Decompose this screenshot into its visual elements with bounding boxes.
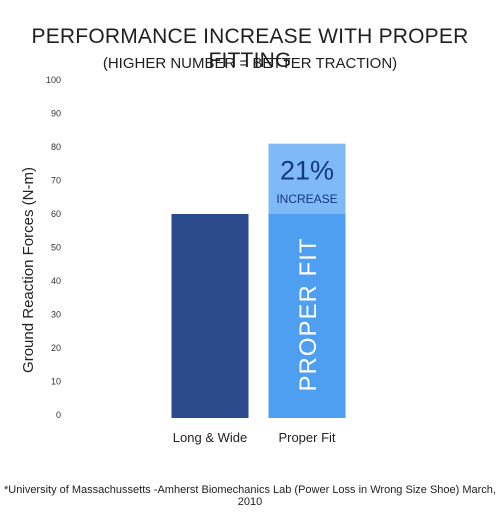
bars: 21% INCREASE PROPER FIT	[171, 143, 346, 418]
y-tick-label: 80	[51, 142, 61, 152]
y-tick-label: 90	[51, 109, 61, 119]
x-axis-labels: Long & Wide Proper Fit	[173, 430, 336, 445]
x-category-label: Long & Wide	[173, 430, 247, 445]
chart-subtitle: (HIGHER NUMBER = BETTER TRACTION)	[102, 55, 398, 72]
y-tick-label: 50	[51, 243, 61, 253]
y-tick-label: 70	[51, 176, 61, 186]
chart-title: PERFORMANCE INCREASE WITH PROPER FITTING	[31, 25, 469, 72]
y-tick-label: 40	[51, 276, 61, 286]
y-tick-label: 20	[51, 343, 61, 353]
increase-word-label: INCREASE	[276, 192, 337, 206]
y-axis-ticks: 0 10 20 30 40 50 60 70 80 90 100	[46, 75, 61, 420]
bar-proper-fit-base	[268, 214, 346, 418]
bar-proper-fit-increase	[268, 143, 346, 214]
y-tick-label: 100	[46, 75, 61, 85]
y-tick-label: 60	[51, 209, 61, 219]
y-tick-label: 30	[51, 310, 61, 320]
x-category-label: Proper Fit	[278, 430, 335, 445]
increase-percent-label: 21%	[280, 156, 334, 186]
y-tick-label: 10	[51, 377, 61, 387]
source-footnote: *University of Massachussetts -Amherst B…	[4, 484, 496, 508]
bar-long-wide	[171, 214, 249, 418]
y-axis-label: Ground Reaction Forces (N-m)	[20, 167, 37, 373]
proper-fit-bar-text: PROPER FIT	[295, 237, 322, 391]
y-tick-label: 0	[56, 410, 61, 420]
